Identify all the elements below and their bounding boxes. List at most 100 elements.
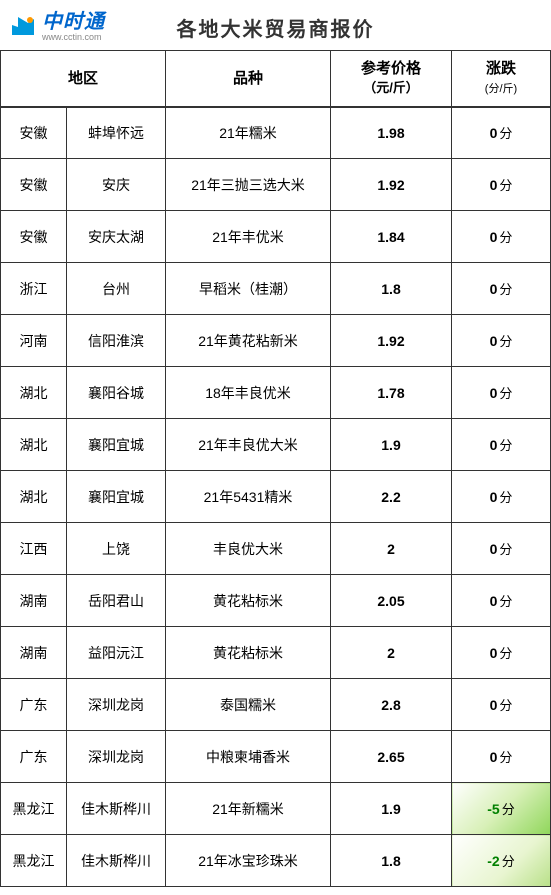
logo-icon [10,13,38,41]
cell-prov: 安徽 [1,107,67,159]
cell-prov: 广东 [1,679,67,731]
cell-prov: 广东 [1,731,67,783]
cell-price: 2.2 [331,471,452,523]
cell-variety: 21年丰良优大米 [166,419,331,471]
table-row: 安徽蚌埠怀远21年糯米1.980分 [1,107,551,159]
cell-prov: 湖南 [1,627,67,679]
cell-price: 1.92 [331,315,452,367]
cell-variety: 21年新糯米 [166,783,331,835]
cell-variety: 21年糯米 [166,107,331,159]
cell-city: 台州 [67,263,166,315]
header-row: 地区 品种 参考价格 （元/斤） 涨跌 (分/斤) [1,51,551,107]
cell-price: 2 [331,627,452,679]
table-row: 广东深圳龙岗中粮柬埔香米2.650分 [1,731,551,783]
cell-change: 0分 [452,315,551,367]
cell-city: 信阳淮滨 [67,315,166,367]
cell-change: 0分 [452,159,551,211]
table-row: 浙江台州早稻米（桂潮）1.80分 [1,263,551,315]
header: 中时通 www.cctin.com 各地大米贸易商报价 [0,0,551,50]
cell-city: 襄阳宜城 [67,419,166,471]
price-table: 地区 品种 参考价格 （元/斤） 涨跌 (分/斤) 安徽蚌埠怀远21年糯米1.9… [0,50,551,887]
table-row: 湖北襄阳谷城18年丰良优米1.780分 [1,367,551,419]
table-row: 江西上饶丰良优大米20分 [1,523,551,575]
cell-variety: 21年丰优米 [166,211,331,263]
col-region: 地区 [1,51,166,107]
cell-prov: 黑龙江 [1,835,67,887]
cell-variety: 21年冰宝珍珠米 [166,835,331,887]
table-row: 安徽安庆21年三抛三选大米1.920分 [1,159,551,211]
cell-change: -2分 [452,835,551,887]
cell-variety: 21年5431精米 [166,471,331,523]
table-row: 黑龙江佳木斯桦川21年新糯米1.9-5分 [1,783,551,835]
cell-prov: 安徽 [1,159,67,211]
cell-price: 2.65 [331,731,452,783]
cell-variety: 黄花粘标米 [166,627,331,679]
cell-change: 0分 [452,367,551,419]
col-change: 涨跌 (分/斤) [452,51,551,107]
col-change-unit: (分/斤) [485,83,517,95]
cell-price: 2.8 [331,679,452,731]
cell-prov: 江西 [1,523,67,575]
cell-variety: 丰良优大米 [166,523,331,575]
cell-change: -5分 [452,783,551,835]
cell-city: 佳木斯桦川 [67,835,166,887]
cell-prov: 湖北 [1,419,67,471]
cell-price: 1.84 [331,211,452,263]
cell-price: 1.92 [331,159,452,211]
table-row: 湖南岳阳君山黄花粘标米2.050分 [1,575,551,627]
table-row: 湖北襄阳宜城21年丰良优大米1.90分 [1,419,551,471]
logo: 中时通 www.cctin.com [10,12,105,42]
table-row: 湖北襄阳宜城21年5431精米2.20分 [1,471,551,523]
cell-price: 1.9 [331,783,452,835]
col-price-unit: （元/斤） [363,80,419,95]
cell-city: 岳阳君山 [67,575,166,627]
cell-price: 2.05 [331,575,452,627]
cell-price: 1.78 [331,367,452,419]
cell-change: 0分 [452,575,551,627]
col-price-label: 参考价格 [361,60,421,77]
cell-change: 0分 [452,627,551,679]
cell-variety: 21年黄花粘新米 [166,315,331,367]
cell-price: 1.8 [331,263,452,315]
cell-city: 蚌埠怀远 [67,107,166,159]
cell-change: 0分 [452,211,551,263]
logo-url: www.cctin.com [42,33,105,42]
cell-change: 0分 [452,679,551,731]
logo-text-block: 中时通 www.cctin.com [42,12,105,42]
cell-price: 2 [331,523,452,575]
table-row: 安徽安庆太湖21年丰优米1.840分 [1,211,551,263]
cell-prov: 浙江 [1,263,67,315]
cell-city: 上饶 [67,523,166,575]
cell-city: 安庆太湖 [67,211,166,263]
cell-change: 0分 [452,263,551,315]
cell-change: 0分 [452,107,551,159]
table-row: 广东深圳龙岗泰国糯米2.80分 [1,679,551,731]
cell-prov: 安徽 [1,211,67,263]
cell-price: 1.98 [331,107,452,159]
cell-variety: 21年三抛三选大米 [166,159,331,211]
cell-city: 安庆 [67,159,166,211]
cell-prov: 湖北 [1,471,67,523]
cell-price: 1.8 [331,835,452,887]
cell-city: 襄阳宜城 [67,471,166,523]
col-price: 参考价格 （元/斤） [331,51,452,107]
logo-name: 中时通 [42,12,105,32]
cell-city: 襄阳谷城 [67,367,166,419]
cell-prov: 河南 [1,315,67,367]
cell-variety: 黄花粘标米 [166,575,331,627]
cell-city: 深圳龙岗 [67,731,166,783]
cell-prov: 黑龙江 [1,783,67,835]
col-change-label: 涨跌 [486,60,516,77]
cell-change: 0分 [452,471,551,523]
cell-change: 0分 [452,731,551,783]
cell-variety: 早稻米（桂潮） [166,263,331,315]
cell-price: 1.9 [331,419,452,471]
cell-change: 0分 [452,523,551,575]
page-title: 各地大米贸易商报价 [177,13,375,42]
cell-city: 佳木斯桦川 [67,783,166,835]
cell-variety: 中粮柬埔香米 [166,731,331,783]
cell-prov: 湖北 [1,367,67,419]
table-row: 黑龙江佳木斯桦川21年冰宝珍珠米1.8-2分 [1,835,551,887]
cell-city: 益阳沅江 [67,627,166,679]
cell-variety: 18年丰良优米 [166,367,331,419]
